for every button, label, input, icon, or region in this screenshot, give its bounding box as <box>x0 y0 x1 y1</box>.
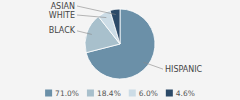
legend-label: 4.6% <box>176 89 195 98</box>
leader-line <box>144 62 163 69</box>
legend-item: 6.0% <box>129 89 158 98</box>
legend-label: 18.4% <box>97 89 121 98</box>
leader-line <box>77 31 92 35</box>
slice-label: ASIAN <box>51 2 75 11</box>
slices <box>85 9 155 79</box>
legend-item: 18.4% <box>87 89 121 98</box>
legend-item: 71.0% <box>45 89 79 98</box>
chart-container: ASIANWHITE BLACK HISPANIC 71.0% 18.4% 6.0% 4.6… <box>0 0 240 100</box>
chart-svg: ASIANWHITE BLACK HISPANIC 71.0% 18.4% 6.0% 4.6… <box>0 0 240 100</box>
legend: 71.0% 18.4% 6.0% 4.6% <box>45 89 195 98</box>
legend-swatch <box>45 90 52 97</box>
leader-line <box>77 6 116 15</box>
leader-line <box>77 15 106 18</box>
slice-label: BLACK <box>49 26 76 35</box>
legend-swatch <box>129 90 136 97</box>
legend-item: 4.6% <box>166 89 195 98</box>
slice-label: HISPANIC <box>165 65 203 74</box>
legend-swatch <box>87 90 94 97</box>
legend-swatch <box>166 90 173 97</box>
slice-labels: ASIANWHITE BLACK HISPANIC <box>49 2 203 74</box>
slice-label: WHITE <box>49 11 75 20</box>
legend-label: 71.0% <box>55 89 79 98</box>
legend-label: 6.0% <box>139 89 158 98</box>
